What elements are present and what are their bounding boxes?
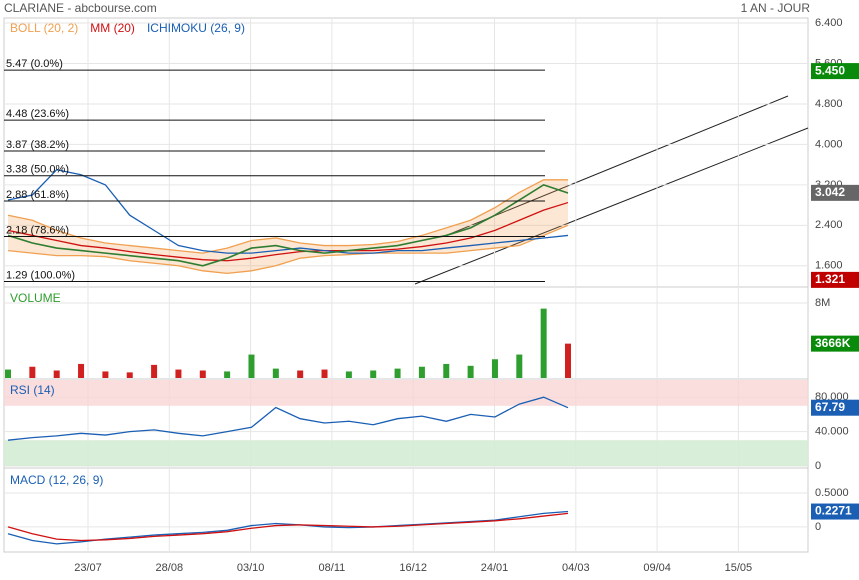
x-tick-label: 15/05 — [725, 562, 753, 574]
volume-bar — [29, 366, 36, 378]
y-tick-label: 4.000 — [815, 138, 843, 150]
value-badge — [811, 335, 859, 352]
x-tick-label: 23/07 — [74, 562, 102, 574]
volume-bar — [126, 372, 133, 378]
volume-bar — [370, 370, 377, 378]
volume-bar — [175, 369, 182, 378]
volume-bar — [516, 354, 523, 378]
x-tick-label: 08/11 — [319, 562, 346, 574]
legend-label: MACD (12, 26, 9) — [10, 473, 103, 487]
y-tick-label: 8M — [815, 297, 830, 309]
x-tick-label: 03/10 — [237, 562, 265, 574]
fib-label: 2.88 (61.8%) — [6, 189, 69, 201]
fib-label: 1.29 (100.0%) — [6, 269, 75, 281]
volume-bar — [540, 308, 547, 378]
volume-bar — [78, 363, 85, 378]
volume-bar — [272, 368, 279, 378]
indicator-line — [7, 512, 569, 542]
legend-label: BOLL (20, 2) — [10, 21, 78, 35]
plot-frame — [3, 17, 809, 553]
value-badge — [811, 271, 859, 288]
legend-label: ICHIMOKU (26, 9) — [147, 21, 245, 35]
volume-bar — [467, 365, 474, 378]
y-tick-label: 4.800 — [815, 98, 843, 110]
legend-label: RSI (14) — [10, 383, 55, 397]
volume-bar — [151, 364, 158, 378]
value-badge-label: 5.450 — [815, 63, 845, 77]
indicator-line — [7, 396, 569, 441]
y-tick-label: 6.400 — [815, 17, 843, 29]
value-badge-label: 67.79 — [815, 400, 845, 414]
value-badge — [811, 399, 859, 416]
volume-bar — [5, 369, 11, 378]
trend-line — [444, 95, 789, 237]
volume-bar — [53, 370, 60, 378]
x-tick-label: 09/04 — [643, 562, 671, 574]
volume-bar — [491, 359, 498, 378]
y-tick-label: 40.000 — [815, 426, 849, 438]
header-title: CLARIANE - abcbourse.com — [4, 1, 157, 15]
volume-bar — [443, 363, 450, 378]
fib-label: 2.18 (78.6%) — [6, 224, 69, 236]
indicator-line — [7, 168, 569, 254]
legend-label: MM (20) — [90, 21, 135, 35]
volume-bar — [224, 371, 231, 378]
y-tick-label: 0.5000 — [815, 487, 849, 499]
volume-bar — [565, 343, 571, 378]
volume-bar — [248, 354, 255, 378]
fib-label: 4.48 (23.6%) — [6, 108, 69, 120]
volume-bar — [418, 366, 425, 378]
volume-bar — [297, 370, 304, 378]
volume-bar — [394, 368, 401, 378]
legend-label: VOLUME — [10, 291, 61, 305]
fib-label: 3.38 (50.0%) — [6, 164, 69, 176]
y-tick-label: 1.600 — [815, 260, 843, 272]
boll-lower — [7, 224, 569, 275]
volume-bar — [321, 369, 328, 378]
value-badge — [811, 63, 859, 80]
trend-line — [414, 127, 809, 285]
value-badge-label: 0.2271 — [815, 504, 852, 518]
boll-upper — [7, 179, 568, 254]
value-badge-label: 3666K — [815, 336, 851, 350]
x-tick-label: 24/01 — [481, 562, 509, 574]
y-tick-label: 0 — [815, 460, 821, 472]
value-badge — [811, 503, 859, 520]
value-badge-label: 3.042 — [815, 185, 845, 199]
y-tick-label: 0 — [815, 521, 821, 533]
price-line — [7, 183, 569, 267]
fib-label: 3.87 (38.2%) — [6, 139, 69, 151]
volume-bar — [199, 370, 206, 378]
volume-bar — [345, 371, 352, 378]
overbought-zone — [4, 380, 808, 406]
x-tick-label: 04/03 — [562, 562, 590, 574]
x-tick-label: 28/08 — [156, 562, 184, 574]
oversold-zone — [4, 440, 808, 466]
value-badge — [811, 184, 859, 201]
volume-bar — [102, 371, 109, 378]
y-tick-label: 2.400 — [815, 219, 843, 231]
header-period: 1 AN - JOUR — [741, 1, 811, 15]
x-tick-label: 16/12 — [399, 562, 427, 574]
value-badge-label: 1.321 — [815, 272, 845, 286]
fib-label: 5.47 (0.0%) — [6, 58, 63, 70]
